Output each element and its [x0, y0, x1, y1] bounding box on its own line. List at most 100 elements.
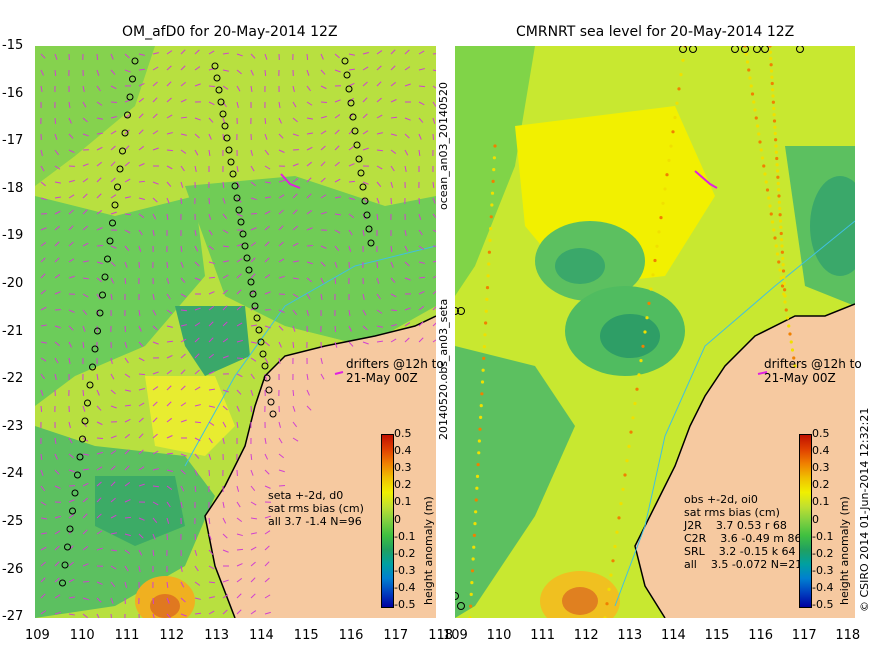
- current-arrow: [138, 309, 141, 317]
- current-arrow: [166, 401, 172, 407]
- track-point: [481, 368, 485, 372]
- current-arrow: [306, 293, 311, 300]
- track-point: [778, 206, 782, 211]
- current-arrow: [432, 322, 436, 327]
- current-arrow: [418, 276, 426, 279]
- current-arrow: [390, 324, 397, 327]
- track-point: [488, 238, 492, 242]
- current-arrow: [194, 133, 200, 139]
- track-point: [775, 163, 779, 167]
- obs-marker: [101, 273, 109, 281]
- obs-marker: [731, 46, 739, 53]
- right-colorbar: [799, 434, 812, 608]
- current-arrow: [152, 401, 158, 407]
- current-arrow: [208, 229, 213, 236]
- current-arrow: [124, 261, 128, 268]
- current-arrow: [96, 405, 102, 411]
- current-arrow: [68, 561, 74, 567]
- track-point: [639, 359, 643, 363]
- current-arrow: [264, 274, 271, 279]
- track-point: [749, 84, 753, 88]
- y-tick-label: -16: [2, 85, 24, 101]
- track-point: [681, 58, 685, 62]
- current-arrow: [124, 373, 131, 378]
- current-arrow: [208, 101, 215, 106]
- current-arrow: [278, 117, 282, 124]
- current-arrow: [124, 277, 127, 285]
- current-arrow: [194, 49, 200, 55]
- current-arrow: [376, 197, 380, 204]
- current-arrow: [54, 577, 60, 583]
- obs-marker: [455, 307, 459, 315]
- track-point: [621, 487, 625, 491]
- track-point: [773, 125, 777, 129]
- track-point: [673, 115, 677, 120]
- current-arrow: [124, 581, 128, 588]
- track-point: [769, 63, 773, 67]
- current-arrow: [54, 373, 57, 380]
- current-arrow: [138, 483, 145, 487]
- current-arrow: [208, 85, 216, 88]
- current-arrow: [236, 389, 242, 395]
- current-arrow: [390, 309, 398, 312]
- current-arrow: [404, 307, 411, 311]
- current-arrow: [68, 101, 71, 109]
- current-arrow: [404, 337, 410, 343]
- track-point: [769, 69, 774, 73]
- current-arrow: [376, 277, 380, 284]
- current-arrow: [180, 613, 187, 617]
- current-arrow: [222, 421, 227, 428]
- current-arrow: [390, 65, 396, 71]
- current-arrow: [124, 516, 132, 519]
- obs-marker: [211, 62, 219, 70]
- current-arrow: [222, 437, 225, 444]
- current-arrow: [180, 353, 186, 359]
- obs-marker: [255, 326, 263, 334]
- current-arrow: [236, 289, 242, 295]
- current-arrow: [250, 561, 256, 567]
- current-arrow: [138, 517, 145, 521]
- obs-marker: [217, 98, 225, 106]
- current-arrow: [348, 163, 355, 167]
- current-arrow: [404, 133, 410, 139]
- track-point: [492, 168, 496, 172]
- track-point: [769, 212, 773, 216]
- current-arrow: [390, 165, 395, 172]
- track-point: [484, 321, 488, 325]
- current-arrow: [376, 149, 384, 152]
- track-point: [617, 516, 621, 520]
- current-arrow: [278, 101, 281, 108]
- track-point: [473, 522, 477, 526]
- current-arrow: [222, 181, 225, 189]
- current-arrow: [138, 129, 144, 135]
- track-point: [477, 439, 481, 443]
- left-colorbar: [381, 434, 394, 608]
- current-arrow: [68, 209, 74, 215]
- current-arrow: [390, 49, 396, 55]
- track-point: [479, 404, 483, 408]
- current-arrow: [110, 85, 117, 90]
- colorbar-tick-label: -0.1: [394, 529, 416, 543]
- current-arrow: [54, 69, 57, 77]
- obs-marker: [235, 206, 243, 214]
- track-point: [773, 236, 777, 240]
- current-arrow: [236, 421, 239, 429]
- current-arrow: [320, 245, 327, 249]
- current-arrow: [334, 69, 341, 73]
- current-arrow: [208, 405, 215, 408]
- current-arrow: [208, 370, 215, 375]
- current-arrow: [166, 613, 172, 618]
- current-arrow: [54, 530, 61, 535]
- current-arrow: [348, 145, 355, 151]
- current-arrow: [194, 453, 200, 459]
- current-arrow: [96, 389, 100, 396]
- current-arrow: [208, 581, 216, 584]
- track-point: [661, 201, 665, 205]
- track-point: [489, 215, 493, 219]
- right-colorbar-label: height anomaly (m): [838, 496, 851, 605]
- track-point: [469, 592, 473, 597]
- current-arrow: [418, 117, 424, 123]
- colorbar-tick-label: -0.4: [812, 580, 834, 594]
- x-tick-label: 114: [249, 628, 274, 643]
- current-arrow: [278, 453, 285, 459]
